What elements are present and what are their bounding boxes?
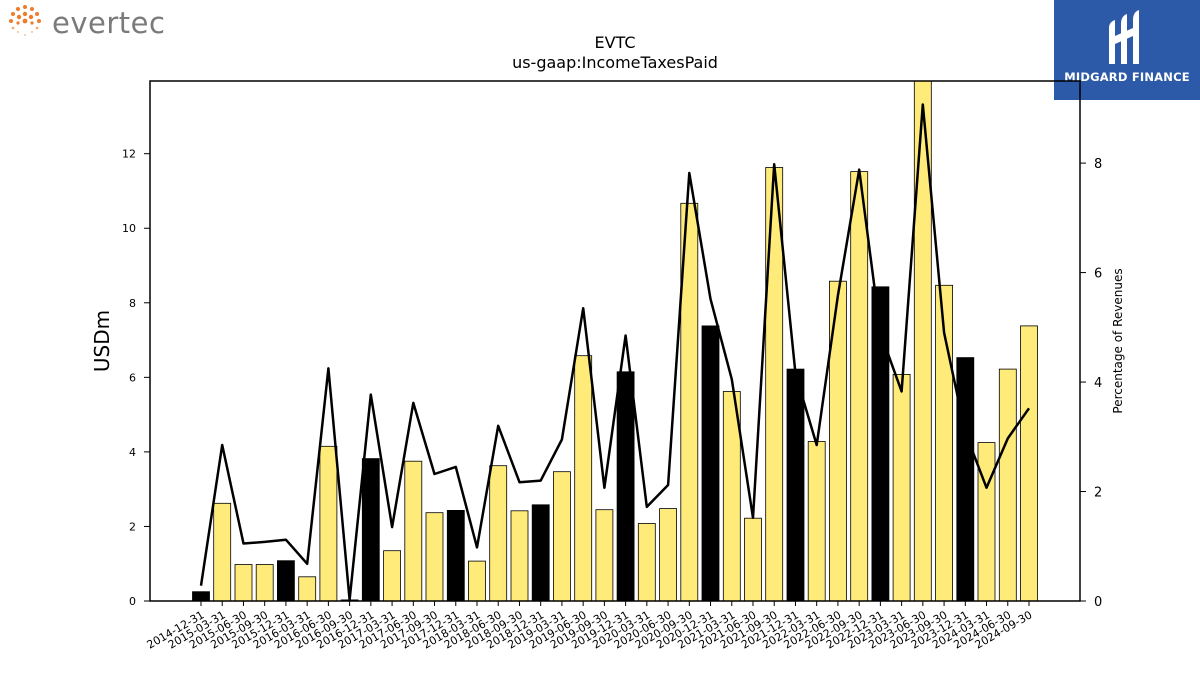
bar: [553, 471, 571, 602]
bar: [807, 441, 826, 602]
midgard-logo-icon: [1109, 10, 1139, 64]
chart-subtitle: us-gaap:IncomeTaxesPaid: [512, 53, 718, 72]
brand-name: evertec: [52, 6, 166, 40]
bar: [361, 458, 380, 602]
bar: [998, 368, 1017, 602]
badge-name: MIDGARD FINANCE: [1064, 70, 1190, 84]
y-tick-label: 2: [129, 520, 136, 533]
line-series: [199, 103, 1031, 602]
y2-tick-label: 6: [1094, 267, 1102, 282]
bar: [850, 171, 869, 602]
y-tick-label: 4: [129, 446, 136, 459]
y2-tick-label: 2: [1094, 486, 1102, 501]
y-tick-label: 6: [129, 371, 136, 384]
bar: [892, 373, 911, 602]
dotted-sun-logo-icon: [9, 5, 41, 36]
chart-title: EVTC: [594, 33, 635, 52]
percentage-line: [199, 103, 1031, 602]
left-axis-ticks: 0 2 4 6 8 10 12: [122, 148, 150, 608]
bar: [659, 508, 677, 602]
evertec-logo: evertec: [6, 4, 165, 42]
bar: [531, 504, 550, 602]
bar: [595, 509, 614, 602]
bar: [468, 560, 486, 602]
y2-tick-label: 8: [1094, 157, 1102, 172]
y-tick-label: 10: [122, 222, 136, 235]
bar: [276, 560, 295, 602]
bar: [446, 509, 465, 602]
bar: [574, 355, 593, 602]
bar: [234, 564, 253, 602]
y2-tick-label: 4: [1094, 376, 1102, 391]
y-axis-label: USDm: [90, 310, 114, 372]
bar: [298, 576, 317, 602]
bar: [383, 550, 402, 602]
bar: [255, 564, 274, 602]
bar: [404, 460, 423, 602]
bar: [701, 325, 720, 602]
plot-frame: [149, 80, 1081, 602]
bar: [425, 512, 444, 602]
y-tick-label: 8: [129, 297, 136, 310]
y2-axis-label: Percentage of Revenues: [1111, 268, 1125, 413]
x-axis-ticks: 2014-12-312015-03-312015-06-302015-09-30…: [145, 601, 1035, 652]
bar: [977, 442, 996, 602]
bar: [192, 591, 210, 602]
right-axis-ticks: 0 2 4 6 8: [1080, 157, 1102, 610]
bar: [213, 502, 232, 602]
bar: [637, 523, 656, 602]
bar: [510, 510, 529, 602]
y-tick-label: 0: [129, 595, 136, 608]
bar: [489, 465, 508, 602]
bar: [616, 371, 635, 602]
bar: [956, 357, 975, 602]
bar: [744, 517, 762, 602]
bar: [786, 368, 805, 602]
bar-series: [192, 80, 1038, 602]
bar: [319, 445, 338, 602]
midgard-finance-badge: MIDGARD FINANCE: [1054, 0, 1200, 100]
bar: [1020, 325, 1038, 602]
y-tick-label: 12: [122, 148, 136, 161]
y2-tick-label: 0: [1094, 595, 1102, 610]
